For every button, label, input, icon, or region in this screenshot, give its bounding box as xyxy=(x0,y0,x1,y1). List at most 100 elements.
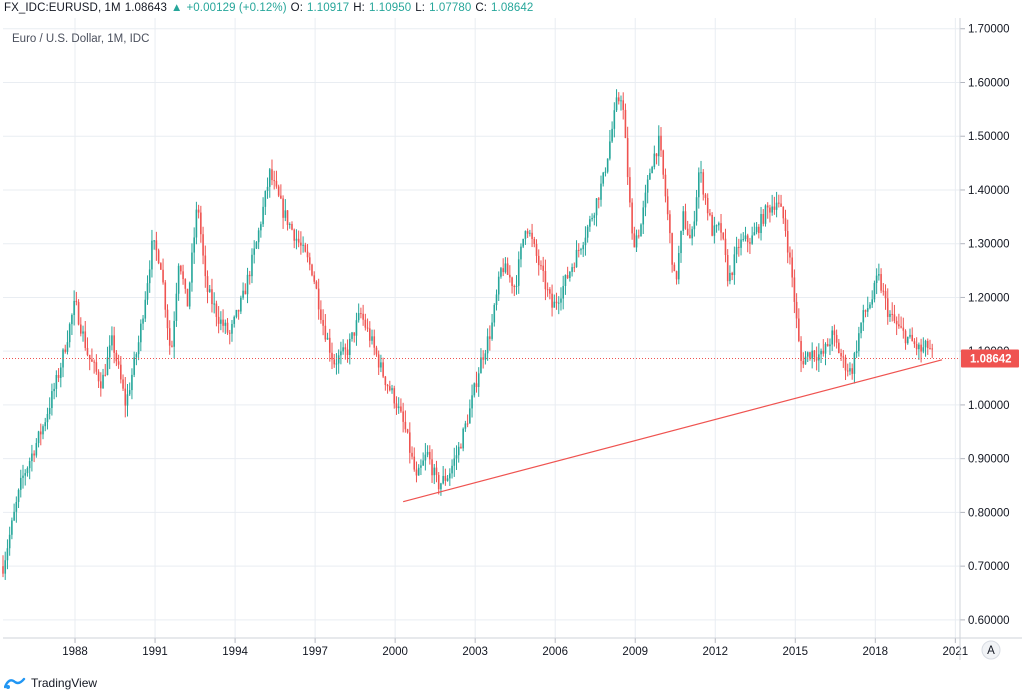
symbol-name[interactable]: FX_IDC:EURUSD, 1M xyxy=(4,2,121,14)
grid xyxy=(3,18,960,638)
last-price-tag-bg xyxy=(961,349,1019,368)
candle-up xyxy=(811,350,813,359)
candle-down xyxy=(157,250,160,264)
candle-down xyxy=(320,309,322,320)
candle-up xyxy=(602,172,605,184)
candle-down xyxy=(33,453,35,456)
candle-down xyxy=(835,334,838,343)
candle-down xyxy=(360,313,362,315)
candle-up xyxy=(493,305,496,323)
candle-down xyxy=(509,274,511,278)
x-tick-label: 1988 xyxy=(62,646,88,658)
candle-up xyxy=(371,336,373,341)
candle-down xyxy=(789,252,791,258)
candle-up xyxy=(46,414,49,423)
candle-down xyxy=(280,195,282,199)
candle-down xyxy=(271,169,273,181)
candle-up xyxy=(351,332,353,339)
candle-up xyxy=(251,254,253,277)
candle-down xyxy=(406,429,409,433)
trendline[interactable] xyxy=(402,359,943,503)
candle-down xyxy=(211,289,213,305)
candle-up xyxy=(453,458,456,466)
candle-down xyxy=(902,327,905,331)
candle-up xyxy=(193,237,195,253)
candle-up xyxy=(213,303,215,305)
candle-up xyxy=(220,319,222,324)
candle-down xyxy=(366,327,369,329)
candle-up xyxy=(517,259,520,286)
candle-up xyxy=(106,357,109,375)
auto-scale-button[interactable]: A xyxy=(981,640,1001,660)
candle-down xyxy=(702,172,705,195)
candle-up xyxy=(593,215,596,218)
x-tick-label: 1997 xyxy=(302,646,328,658)
candle-down xyxy=(915,344,918,350)
candle-down xyxy=(662,150,665,175)
candle-down xyxy=(155,240,158,251)
candle-up xyxy=(242,290,244,298)
series-legend-title[interactable]: Euro / U.S. Dollar, 1M, IDC xyxy=(12,33,149,45)
candle-down xyxy=(622,100,625,110)
candle-up xyxy=(529,232,531,234)
candle-down xyxy=(431,459,433,476)
candle-down xyxy=(226,322,229,333)
candle-up xyxy=(764,205,767,224)
candle-down xyxy=(540,265,542,267)
candle-down xyxy=(842,356,845,358)
candle-up xyxy=(615,97,618,111)
candle-up xyxy=(11,520,13,535)
candle-down xyxy=(104,374,107,376)
candle-down xyxy=(791,257,793,278)
candle-up xyxy=(188,282,191,307)
candle-up xyxy=(855,351,858,354)
candle-down xyxy=(402,411,404,422)
symbol-header: FX_IDC:EURUSD, 1M 1.08643 ▲ +0.00129 (+0.12… xyxy=(4,0,537,16)
candle-up xyxy=(264,191,267,207)
candle-down xyxy=(297,238,300,243)
candle-down xyxy=(115,352,118,362)
candle-down xyxy=(389,386,391,391)
candle-up xyxy=(15,501,18,512)
candle-down xyxy=(726,255,729,282)
candle-down xyxy=(891,313,893,315)
candle-down xyxy=(573,267,576,269)
candle-down xyxy=(544,270,547,290)
price-axis[interactable]: 0.600000.700000.800000.900001.000001.100… xyxy=(960,24,1010,627)
candle-up xyxy=(397,406,400,409)
candle-up xyxy=(760,214,762,234)
candles xyxy=(2,89,934,580)
candle-down xyxy=(535,243,538,256)
candle-down xyxy=(164,282,167,310)
candle-up xyxy=(575,249,578,268)
candle-up xyxy=(151,240,153,270)
candle-down xyxy=(846,370,849,372)
candle-down xyxy=(184,279,187,289)
plot-area[interactable] xyxy=(3,18,960,638)
candle-up xyxy=(653,153,656,167)
low-label: L: xyxy=(415,2,426,14)
candle-down xyxy=(168,328,171,346)
candle-up xyxy=(6,548,9,561)
branding[interactable]: TradingView xyxy=(4,674,97,692)
candle-up xyxy=(142,318,144,324)
candle-up xyxy=(486,336,489,354)
candle-down xyxy=(466,423,469,425)
candle-down xyxy=(120,364,122,380)
candle-up xyxy=(173,320,175,347)
time-axis[interactable]: 1988 1991 1994 1997 2000 2003 2006 2009 2012 2015… xyxy=(62,638,968,658)
up-triangle-icon: ▲ xyxy=(171,2,183,14)
candle-up xyxy=(735,246,738,255)
candle-up xyxy=(651,166,653,174)
candle-down xyxy=(88,354,91,360)
candle-up xyxy=(284,210,287,218)
candle-up xyxy=(680,230,682,254)
candle-down xyxy=(629,177,631,203)
candle-down xyxy=(97,371,100,382)
candle-down xyxy=(331,352,333,360)
candle-down xyxy=(784,218,787,231)
candle-up xyxy=(818,354,820,361)
candle-down xyxy=(624,109,627,139)
candle-down xyxy=(597,198,600,200)
